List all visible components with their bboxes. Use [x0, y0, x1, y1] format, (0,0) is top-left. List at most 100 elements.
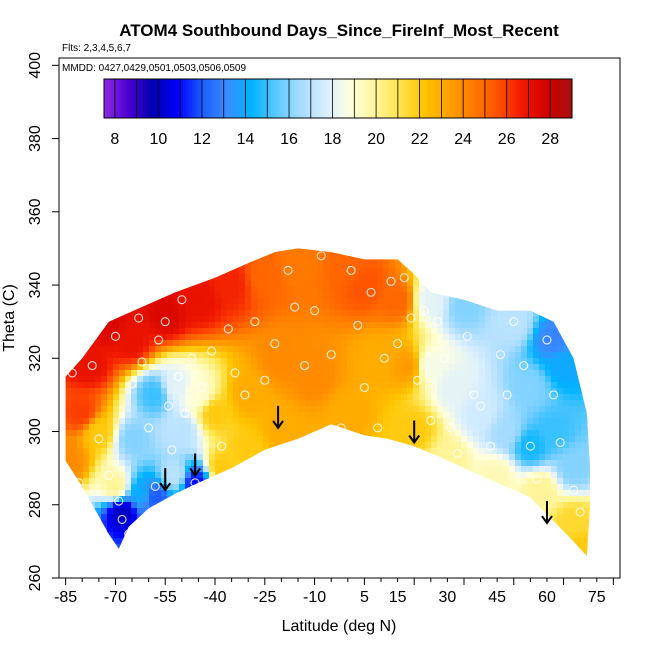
field-cell: [293, 70, 300, 77]
field-cell: [401, 124, 408, 131]
field-cell: [263, 166, 270, 173]
field-cell: [245, 460, 252, 467]
field-cell: [299, 148, 306, 155]
field-cell: [353, 556, 360, 563]
field-cell: [155, 454, 162, 461]
field-cell: [59, 118, 66, 125]
field-cell: [65, 184, 72, 191]
field-cell: [185, 118, 192, 125]
field-cell: [263, 430, 270, 437]
field-cell: [341, 274, 348, 281]
field-cell: [317, 484, 324, 491]
field-cell: [275, 328, 282, 335]
field-cell: [353, 400, 360, 407]
field-cell: [359, 298, 366, 305]
field-cell: [323, 250, 330, 257]
field-cell: [329, 538, 336, 545]
field-cell: [323, 118, 330, 125]
field-cell: [197, 214, 204, 221]
field-cell: [335, 556, 342, 563]
field-cell: [305, 574, 312, 581]
field-cell: [179, 232, 186, 239]
field-cell: [287, 472, 294, 479]
field-cell: [155, 490, 162, 497]
field-cell: [401, 130, 408, 137]
field-cell: [131, 298, 138, 305]
field-cell: [245, 250, 252, 257]
field-cell: [179, 274, 186, 281]
field-cell: [59, 100, 66, 107]
field-cell: [143, 568, 150, 575]
field-cell: [191, 202, 198, 209]
field-cell: [113, 214, 120, 221]
field-cell: [347, 64, 354, 71]
field-cell: [269, 424, 276, 431]
field-cell: [83, 424, 90, 431]
field-cell: [197, 352, 204, 359]
field-cell: [311, 304, 318, 311]
field-cell: [329, 388, 336, 395]
field-cell: [263, 310, 270, 317]
field-cell: [71, 424, 78, 431]
field-cell: [155, 322, 162, 329]
field-cell: [65, 514, 72, 521]
field-cell: [191, 118, 198, 125]
field-cell: [323, 352, 330, 359]
field-cell: [167, 136, 174, 143]
field-cell: [377, 556, 384, 563]
field-cell: [137, 142, 144, 149]
field-cell: [263, 466, 270, 473]
field-cell: [233, 322, 240, 329]
field-cell: [155, 568, 162, 575]
field-cell: [173, 310, 180, 317]
field-cell: [287, 248, 294, 251]
field-cell: [299, 502, 306, 509]
field-cell: [197, 544, 204, 551]
field-cell: [71, 430, 78, 437]
field-cell: [77, 142, 84, 149]
field-cell: [389, 430, 396, 437]
field-cell: [227, 298, 234, 305]
field-cell: [95, 502, 102, 509]
field-cell: [215, 436, 222, 443]
field-cell: [221, 364, 228, 371]
field-cell: [71, 526, 78, 533]
field-cell: [371, 394, 378, 401]
field-cell: [119, 232, 126, 239]
field-cell: [365, 412, 372, 419]
field-cell: [173, 520, 180, 527]
field-cell: [269, 274, 276, 281]
field-cell: [215, 514, 222, 521]
field-cell: [233, 304, 240, 311]
field-cell: [389, 136, 396, 143]
field-cell: [191, 178, 198, 185]
field-cell: [251, 406, 258, 413]
field-cell: [287, 238, 294, 245]
field-cell: [149, 466, 156, 473]
field-cell: [377, 154, 384, 161]
field-cell: [275, 124, 282, 131]
field-cell: [137, 562, 144, 569]
field-cell: [227, 382, 234, 389]
field-cell: [305, 220, 312, 227]
field-cell: [359, 334, 366, 341]
field-cell: [341, 250, 348, 257]
field-cell: [209, 412, 216, 419]
field-cell: [191, 412, 198, 419]
field-cell: [185, 208, 192, 215]
field-cell: [317, 466, 324, 473]
field-cell: [311, 256, 318, 263]
field-cell: [347, 142, 354, 149]
field-cell: [311, 376, 318, 383]
field-cell: [383, 382, 390, 389]
field-cell: [155, 232, 162, 239]
field-cell: [245, 436, 252, 443]
field-cell: [143, 148, 150, 155]
field-cell: [239, 248, 246, 251]
field-cell: [131, 142, 138, 149]
field-cell: [161, 388, 168, 395]
field-cell: [359, 220, 366, 227]
field-cell: [173, 538, 180, 545]
field-cell: [107, 544, 114, 551]
field-cell: [221, 550, 228, 556]
